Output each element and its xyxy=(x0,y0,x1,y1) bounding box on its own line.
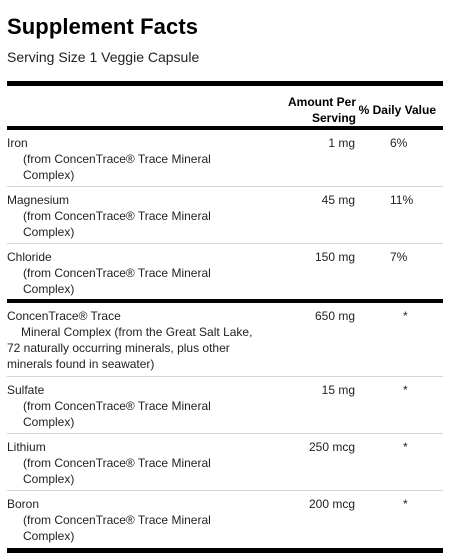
complex-line3: 72 naturally occurring minerals, plus ot… xyxy=(7,341,230,355)
supplement-facts-panel: Supplement Facts Serving Size 1 Veggie C… xyxy=(7,0,443,553)
nutrient-daily-value: 6% xyxy=(390,136,408,150)
ingredient-source: (from ConcenTrace® Trace Mineral Complex… xyxy=(23,456,211,486)
ingredient-amount: 200 mcg xyxy=(308,497,355,511)
complex-amount: 650 mg xyxy=(314,309,355,323)
nutrient-amount: 1 mg xyxy=(328,136,355,150)
complex-line1: ConcenTrace® Trace xyxy=(7,309,121,323)
ingredient-row-boron: Boron (from ConcenTrace® Trace Mineral C… xyxy=(7,491,443,548)
complex-line4: minerals found in seawater) xyxy=(7,357,155,371)
nutrient-name: Magnesium xyxy=(7,193,70,207)
ingredient-source: (from ConcenTrace® Trace Mineral Complex… xyxy=(23,513,211,543)
ingredient-name: Sulfate xyxy=(7,383,45,397)
nutrient-source: (from ConcenTrace® Trace Mineral Complex… xyxy=(23,152,211,182)
bottom-divider xyxy=(7,548,443,553)
nutrient-row-chloride: Chloride (from ConcenTrace® Trace Minera… xyxy=(7,244,443,303)
nutrient-row-iron: Iron (from ConcenTrace® Trace Mineral Co… xyxy=(7,130,443,187)
nutrient-amount: 45 mg xyxy=(321,193,355,207)
nutrient-amount: 150 mg xyxy=(314,250,355,264)
ingredient-row-lithium: Lithium (from ConcenTrace® Trace Mineral… xyxy=(7,434,443,491)
ingredient-row-sulfate: Sulfate (from ConcenTrace® Trace Mineral… xyxy=(7,377,443,434)
nutrient-daily-value: 11% xyxy=(390,193,414,207)
amount-per-serving-header: Amount Per Serving xyxy=(288,94,356,126)
ingredient-name: Lithium xyxy=(7,440,46,454)
nutrient-row-magnesium: Magnesium (from ConcenTrace® Trace Miner… xyxy=(7,187,443,244)
complex-daily-value: * xyxy=(403,309,408,323)
panel-title: Supplement Facts xyxy=(7,14,199,39)
ingredient-daily-value: * xyxy=(403,440,408,454)
complex-line2: Mineral Complex (from the Great Salt Lak… xyxy=(21,325,253,339)
nutrient-source: (from ConcenTrace® Trace Mineral Complex… xyxy=(23,209,211,239)
daily-value-header: % Daily Value xyxy=(358,103,436,117)
nutrient-daily-value: 7% xyxy=(390,250,408,264)
amount-header-line1: Amount Per xyxy=(287,95,356,109)
serving-size: Serving Size 1 Veggie Capsule xyxy=(7,49,200,65)
ingredient-source: (from ConcenTrace® Trace Mineral Complex… xyxy=(23,399,211,429)
nutrient-name: Chloride xyxy=(7,250,52,264)
complex-description: ConcenTrace® Trace Mineral Complex (from… xyxy=(7,308,252,372)
ingredient-amount: 15 mg xyxy=(321,383,355,397)
top-divider xyxy=(7,81,443,86)
ingredient-daily-value: * xyxy=(403,497,408,511)
nutrient-name: Iron xyxy=(7,136,28,150)
amount-header-line2: Serving xyxy=(311,111,356,125)
column-header: Amount Per Serving % Daily Value xyxy=(7,86,443,126)
nutrient-source: (from ConcenTrace® Trace Mineral Complex… xyxy=(23,266,211,296)
ingredient-name: Boron xyxy=(7,497,40,511)
ingredient-amount: 250 mcg xyxy=(308,440,355,454)
header-divider xyxy=(7,126,443,130)
ingredient-row-complex: ConcenTrace® Trace Mineral Complex (from… xyxy=(7,303,443,377)
ingredient-daily-value: * xyxy=(403,383,408,397)
